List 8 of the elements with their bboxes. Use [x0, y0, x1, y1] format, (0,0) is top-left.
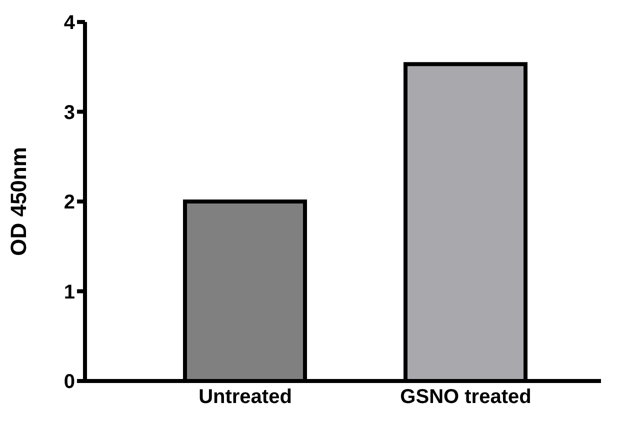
x-tick-label: Untreated	[198, 386, 292, 408]
y-tick-label: 1	[64, 281, 75, 304]
y-tick-label: 4	[64, 12, 76, 34]
x-tick-label: GSNO treated	[400, 386, 532, 408]
y-tick-label: 3	[64, 102, 75, 124]
y-axis-title: OD 450nm	[6, 147, 31, 256]
y-tick-label: 0	[64, 371, 75, 394]
y-tick-label: 2	[64, 192, 75, 214]
